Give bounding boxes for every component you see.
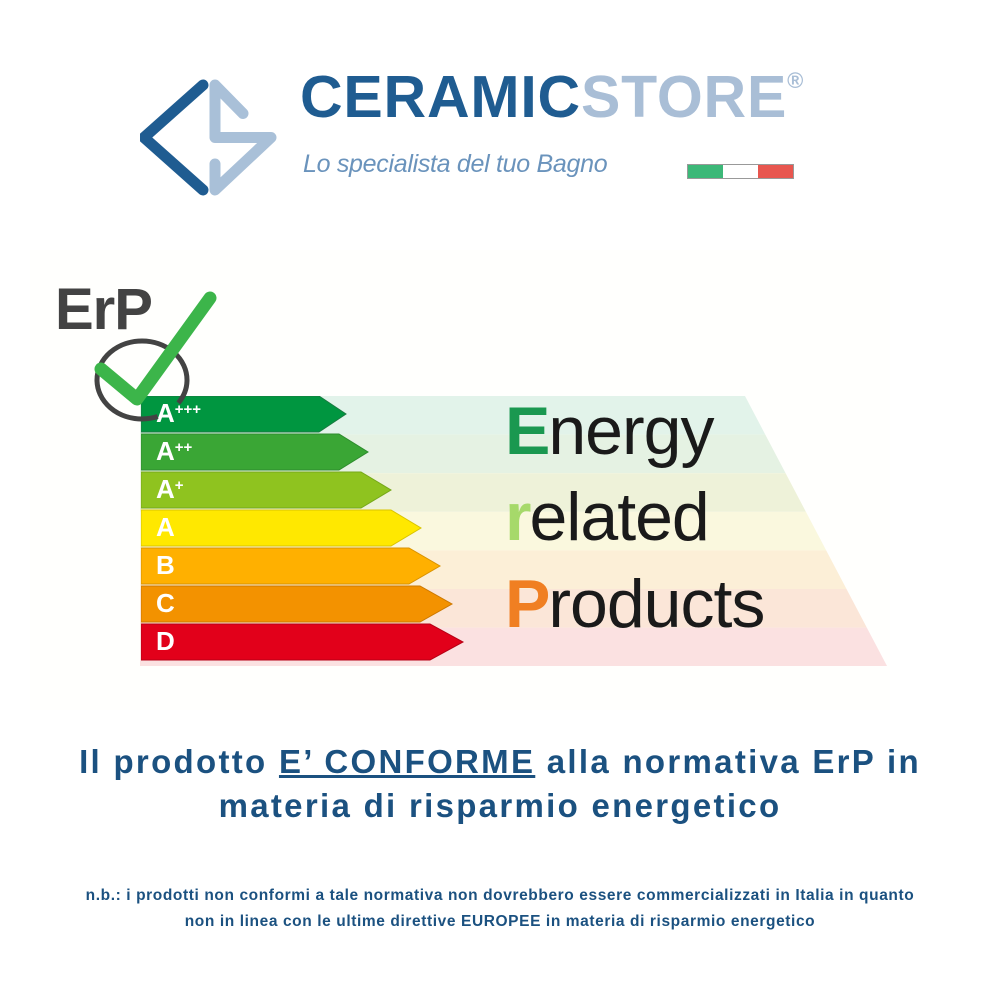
svg-text:ErP: ErP: [55, 277, 152, 342]
svg-text:B: B: [156, 550, 175, 580]
svg-text:A: A: [156, 512, 175, 542]
svg-text:D: D: [156, 626, 175, 656]
svg-text:C: C: [156, 588, 175, 618]
